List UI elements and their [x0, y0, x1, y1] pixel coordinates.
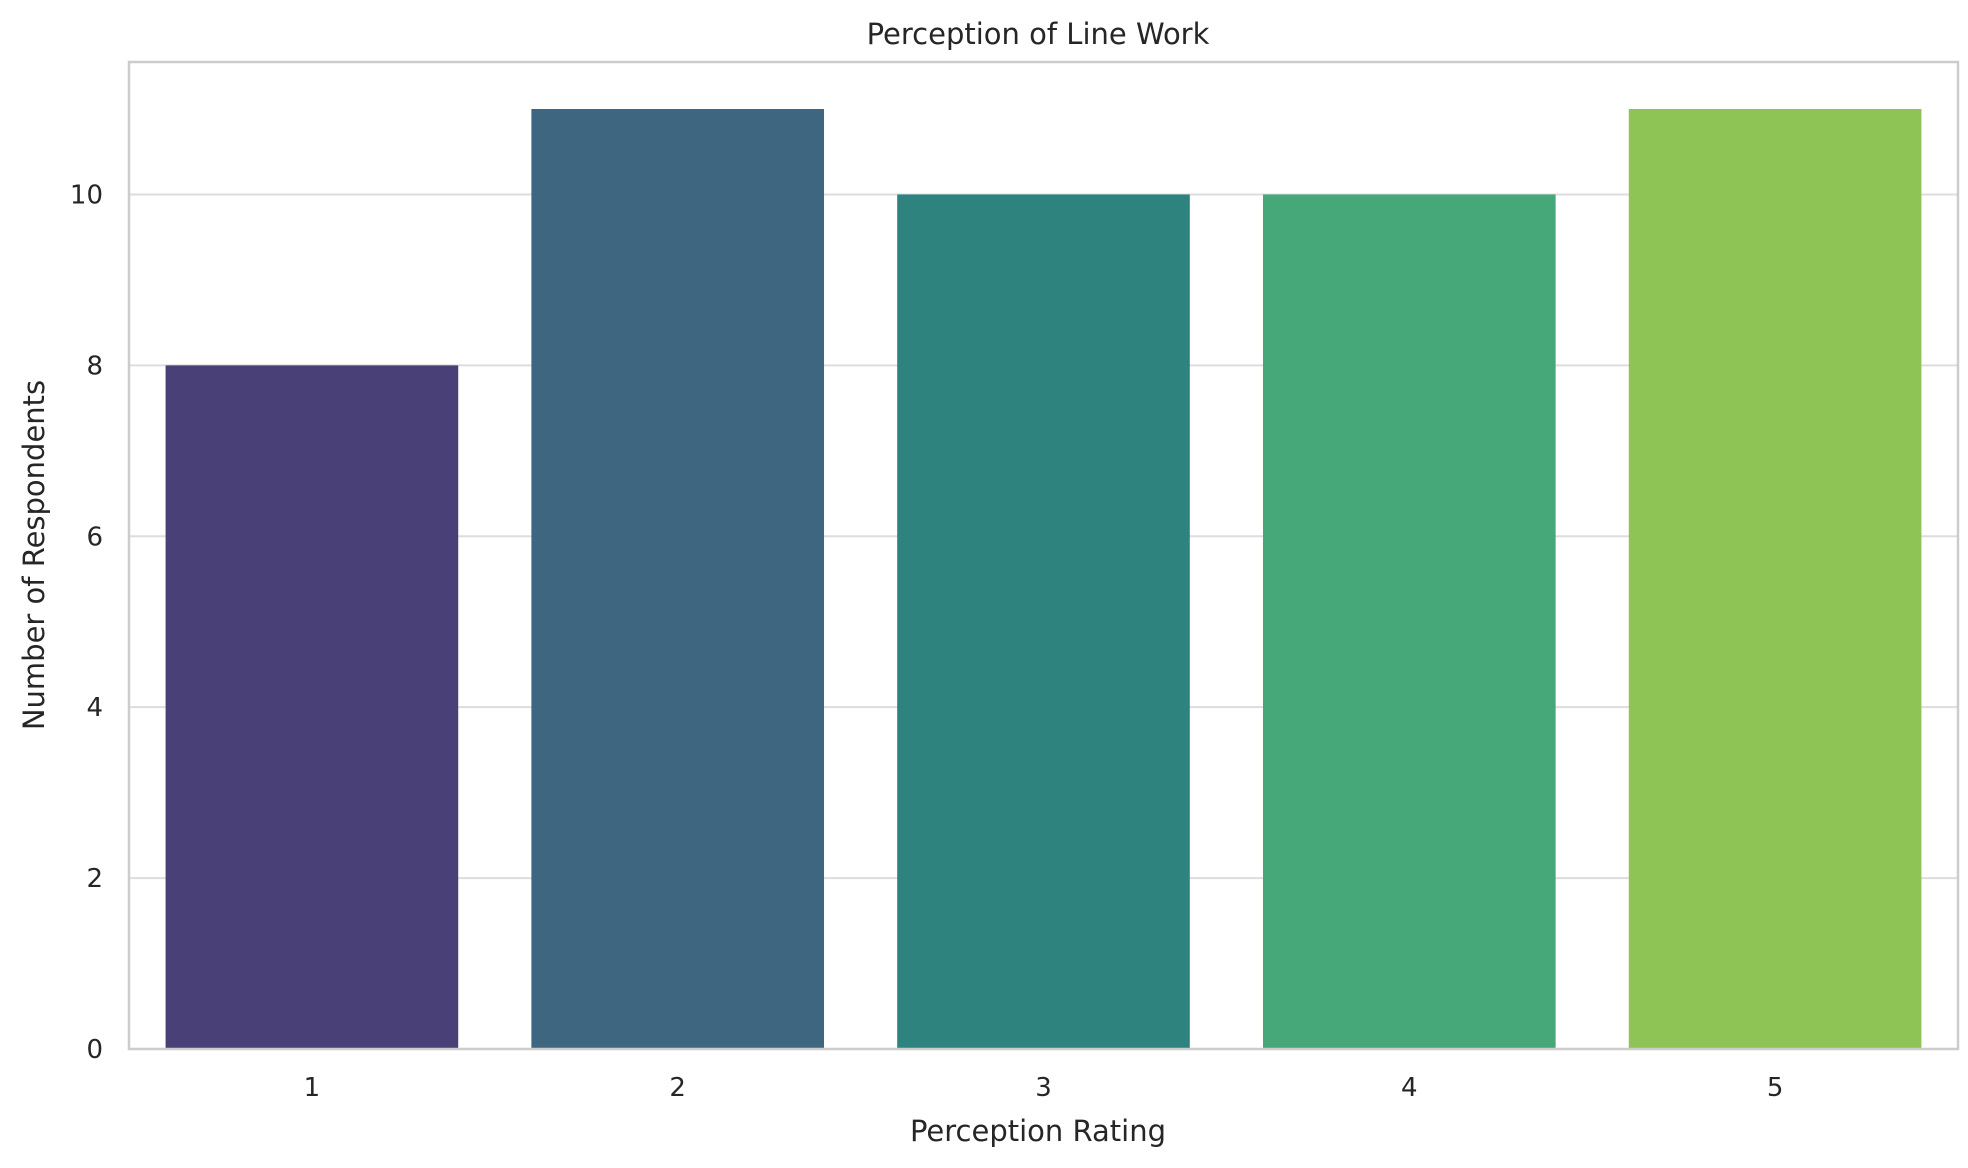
chart-title: Perception of Line Work	[867, 17, 1210, 51]
y-tick-label: 10	[70, 180, 103, 210]
bar-2	[531, 109, 825, 1049]
y-tick-label: 0	[86, 1035, 103, 1065]
x-tick-label: 2	[669, 1073, 686, 1103]
y-tick-label: 6	[86, 522, 103, 552]
y-tick-labels: 0 2 4 6 8 10	[70, 180, 103, 1065]
bar-1	[165, 365, 459, 1049]
y-tick-label: 8	[86, 351, 103, 381]
x-tick-label: 1	[304, 1073, 321, 1103]
y-tick-label: 4	[86, 693, 103, 723]
plot-frame	[127, 60, 1960, 1051]
x-tick-label: 3	[1035, 1073, 1052, 1103]
x-tick-label: 5	[1767, 1073, 1784, 1103]
y-axis-label: Number of Respondents	[17, 380, 51, 730]
bar-5	[1628, 109, 1922, 1049]
y-tick-label: 2	[86, 864, 103, 894]
x-tick-labels: 1 2 3 4 5	[304, 1073, 1784, 1103]
x-axis-label: Perception Rating	[910, 1114, 1166, 1148]
bar-3	[897, 194, 1190, 1050]
x-tick-label: 4	[1401, 1073, 1418, 1103]
bar-4	[1262, 194, 1556, 1050]
bars	[165, 109, 1922, 1050]
